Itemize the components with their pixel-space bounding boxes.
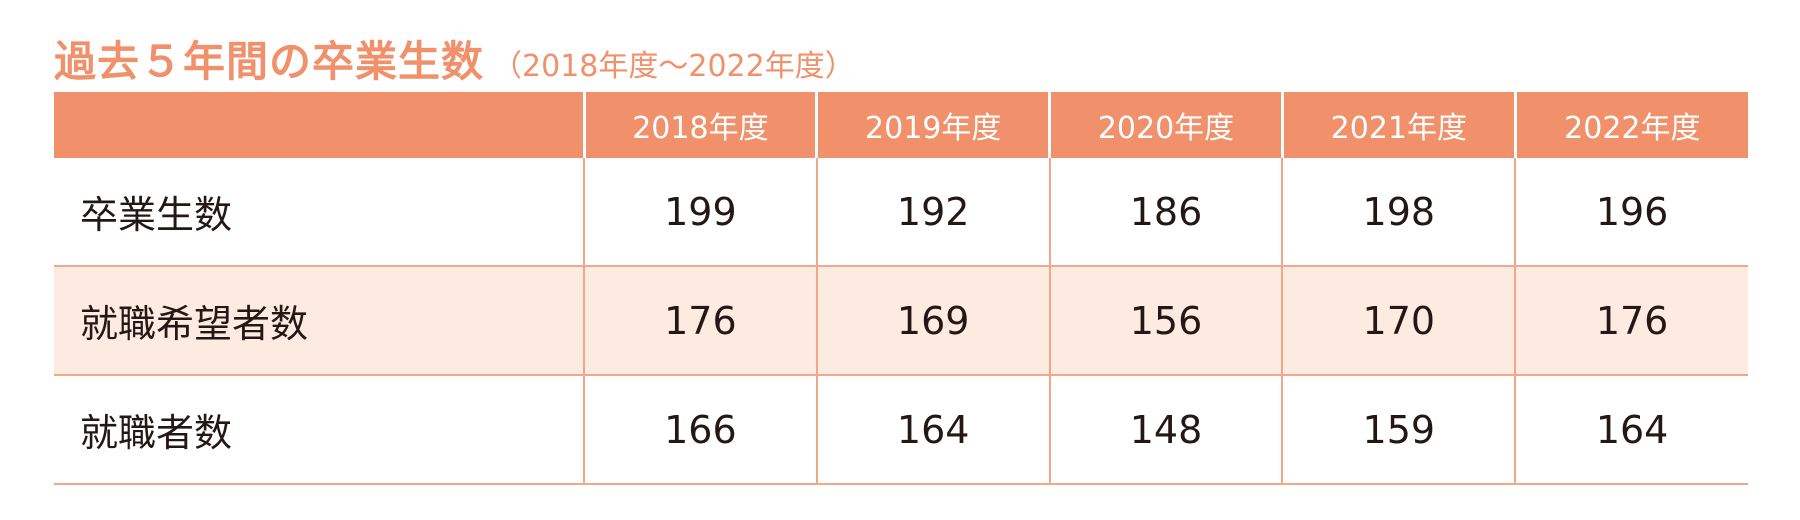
table-cell: 192: [815, 158, 1050, 267]
table-cell: 166: [583, 375, 817, 485]
table-header-row: 2018年度 2019年度 2020年度 2021年度 2022年度: [54, 92, 1748, 158]
table-cell: 199: [583, 158, 817, 267]
header-cell-year: 2020年度: [1048, 92, 1283, 158]
table-cell: 198: [1281, 158, 1516, 267]
table-cell: 176: [1514, 266, 1748, 376]
table-cell: 156: [1048, 266, 1283, 376]
chart-title-block: 過去５年間の卒業生数 （2018年度～2022年度）: [54, 28, 855, 88]
chart-title: 過去５年間の卒業生数: [54, 37, 485, 86]
row-label: 就職希望者数: [54, 266, 584, 376]
header-cell-year: 2021年度: [1280, 92, 1516, 158]
header-cell-year: 2018年度: [582, 92, 817, 158]
table-cell: 169: [815, 266, 1050, 376]
table-cell: 176: [583, 266, 817, 376]
row-label: 就職者数: [54, 375, 584, 485]
table-row: 就職希望者数 176 169 156 170 176: [54, 266, 1748, 376]
table-cell: 170: [1281, 266, 1516, 376]
header-cell-year: 2022年度: [1513, 92, 1748, 158]
table-cell: 164: [815, 375, 1050, 485]
table-row: 卒業生数 199 192 186 198 196: [54, 158, 1748, 267]
table-cell: 196: [1514, 158, 1748, 267]
table-cell: 186: [1048, 158, 1283, 267]
table-cell: 148: [1048, 375, 1283, 485]
graduates-table: 2018年度 2019年度 2020年度 2021年度 2022年度 卒業生数 …: [54, 92, 1748, 485]
header-cell-year: 2019年度: [815, 92, 1050, 158]
chart-subtitle: （2018年度～2022年度）: [492, 49, 855, 84]
table-cell: 159: [1281, 375, 1516, 485]
table-row: 就職者数 166 164 148 159 164: [54, 375, 1748, 485]
row-label: 卒業生数: [54, 158, 584, 267]
header-cell-empty: [54, 92, 584, 158]
table-cell: 164: [1514, 375, 1748, 485]
